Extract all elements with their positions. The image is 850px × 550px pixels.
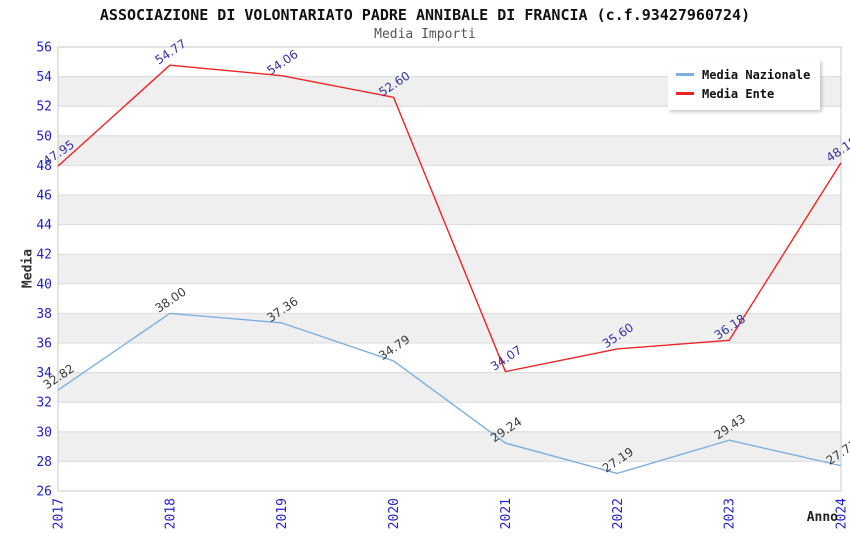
x-tick-label: 2019 [275, 498, 290, 529]
y-tick-label: 42 [36, 248, 52, 263]
legend-label-nazionale: Media Nazionale [702, 67, 811, 82]
x-axis-title: Anno [806, 510, 838, 525]
y-tick-label: 44 [36, 218, 52, 233]
y-tick-label: 28 [36, 455, 52, 470]
x-tick-label: 2024 [835, 498, 850, 529]
chart-subtitle: Media Importi [374, 27, 476, 42]
y-tick-label: 46 [36, 189, 52, 204]
legend-swatch-nazionale-icon [676, 73, 694, 76]
y-tick-label: 50 [36, 129, 52, 144]
y-axis-title: Media [20, 248, 36, 289]
series-line-media-ente [57, 64, 842, 373]
legend-item-media-ente: Media Ente [676, 84, 810, 103]
plot-band [58, 254, 841, 284]
x-tick-label: 2022 [611, 498, 626, 529]
y-tick-label: 30 [36, 425, 52, 440]
y-tick-label: 56 [36, 41, 52, 56]
y-tick-label: 40 [36, 277, 52, 292]
data-label: 54.06 [264, 47, 300, 78]
legend-item-media-nazionale: Media Nazionale [676, 65, 810, 84]
y-tick-label: 38 [36, 307, 52, 322]
y-tick-label: 48 [36, 159, 52, 174]
x-tick-label: 2020 [387, 498, 402, 529]
series-line-media-nazionale [57, 312, 842, 475]
x-tick-label: 2018 [163, 498, 178, 529]
plot-band [58, 431, 841, 462]
legend-label-ente: Media Ente [702, 86, 775, 101]
y-tick-label: 34 [36, 366, 52, 381]
plot-band [58, 372, 841, 403]
y-tick-label: 32 [36, 396, 52, 411]
plot-band [58, 195, 841, 225]
y-tick-label: 54 [36, 70, 52, 85]
y-tick-label: 52 [36, 100, 52, 115]
legend: Media Nazionale Media Ente [668, 60, 821, 110]
plot-band [58, 313, 841, 343]
x-tick-label: 2023 [723, 498, 738, 529]
x-tick-label: 2021 [499, 498, 514, 529]
legend-swatch-ente-icon [676, 92, 694, 95]
x-tick-label: 2017 [52, 498, 67, 529]
y-tick-label: 26 [36, 485, 52, 500]
plot-band [58, 135, 841, 166]
chart-title: ASSOCIAZIONE DI VOLONTARIATO PADRE ANNIB… [99, 6, 751, 24]
data-label: 38.00 [152, 285, 188, 316]
y-tick-label: 36 [36, 337, 52, 352]
plot-border [57, 46, 842, 492]
